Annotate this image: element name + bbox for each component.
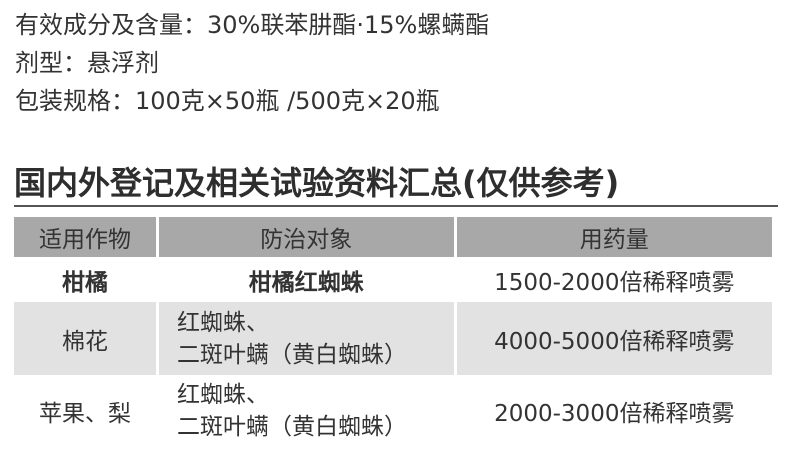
crop-cell: 苹果、梨: [38, 401, 131, 427]
crop-cell: 柑橘: [61, 269, 108, 296]
table-row: 苹果、梨 红蜘蛛、二斑叶螨（黄白蜘蛛） 2000-3000倍稀释喷雾: [14, 375, 772, 447]
ingredients-line: 有效成分及含量：30%联苯肼酯·15%螺螨酯: [15, 11, 490, 39]
crop-cell: 棉花: [14, 302, 156, 375]
packaging-line: 包装规格：100克×50瓶 /500克×20瓶: [15, 87, 440, 115]
target-line: 红蜘蛛、: [176, 309, 269, 336]
target-cell: 红蜘蛛、二斑叶螨（黄白蜘蛛）: [159, 375, 454, 447]
header-dosage: 用药量: [456, 217, 772, 257]
dosage-cell: 2000-3000倍稀释喷雾: [494, 401, 735, 427]
header-target: 防治对象: [158, 217, 454, 257]
table-header-row: 适用作物 防治对象 用药量: [14, 217, 772, 257]
target-cell: 红蜘蛛、二斑叶螨（黄白蜘蛛）: [158, 302, 454, 375]
target-line: 红蜘蛛、: [176, 382, 269, 408]
target-line: 二斑叶螨（黄白蜘蛛）: [176, 341, 407, 368]
title-divider: [14, 205, 778, 207]
registration-table: 适用作物 防治对象 用药量 柑橘 柑橘红蜘蛛 1500-2000倍稀释喷雾 棉花…: [11, 217, 775, 447]
dosage-cell: 4000-5000倍稀释喷雾: [456, 302, 772, 375]
target-cell: 柑橘红蜘蛛: [248, 269, 364, 296]
dosage-cell: 1500-2000倍稀释喷雾: [494, 269, 735, 296]
table-row: 柑橘 柑橘红蜘蛛 1500-2000倍稀释喷雾: [14, 257, 772, 302]
section-title: 国内外登记及相关试验资料汇总(仅供参考): [14, 164, 620, 202]
target-line: 二斑叶螨（黄白蜘蛛）: [176, 414, 407, 440]
header-crop: 适用作物: [14, 217, 156, 257]
table-row: 棉花 红蜘蛛、二斑叶螨（黄白蜘蛛） 4000-5000倍稀释喷雾: [14, 302, 772, 375]
formulation-line: 剂型：悬浮剂: [15, 49, 159, 77]
